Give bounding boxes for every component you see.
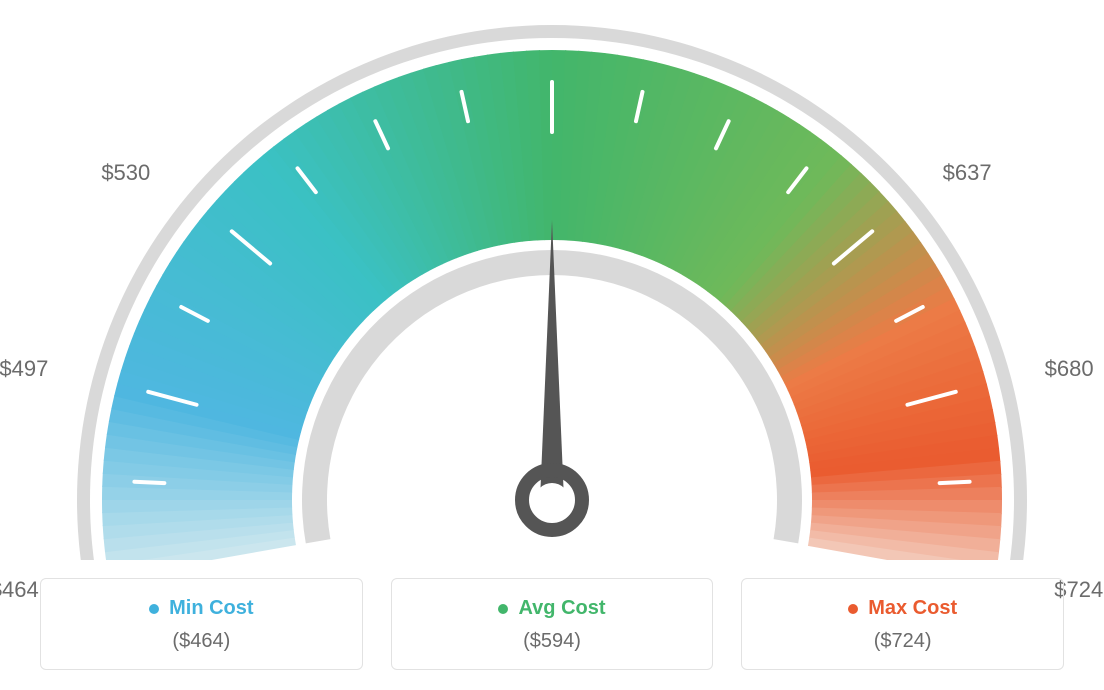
gauge-tick-label: $680 bbox=[1045, 356, 1094, 382]
legend-label-max: Max Cost bbox=[868, 597, 957, 620]
legend-title-max: Max Cost bbox=[848, 597, 957, 620]
legend-label-avg: Avg Cost bbox=[518, 597, 605, 620]
gauge-tick-label: $637 bbox=[943, 160, 992, 186]
legend-value-avg: ($594) bbox=[402, 630, 703, 653]
legend-row: Min Cost ($464) Avg Cost ($594) Max Cost… bbox=[40, 578, 1064, 670]
legend-title-min: Min Cost bbox=[149, 597, 253, 620]
legend-label-min: Min Cost bbox=[169, 597, 253, 620]
legend-dot-min bbox=[149, 604, 159, 614]
cost-gauge: $464$497$530$594$637$680$724 bbox=[0, 0, 1104, 560]
legend-dot-avg bbox=[498, 604, 508, 614]
gauge-svg bbox=[0, 0, 1104, 560]
legend-dot-max bbox=[848, 604, 858, 614]
legend-card-max: Max Cost ($724) bbox=[741, 578, 1064, 670]
legend-value-min: ($464) bbox=[51, 630, 352, 653]
gauge-tick-label: $464 bbox=[0, 577, 39, 603]
legend-title-avg: Avg Cost bbox=[498, 597, 605, 620]
legend-card-avg: Avg Cost ($594) bbox=[391, 578, 714, 670]
gauge-tick-label: $497 bbox=[0, 356, 48, 382]
legend-card-min: Min Cost ($464) bbox=[40, 578, 363, 670]
legend-value-max: ($724) bbox=[752, 630, 1053, 653]
gauge-tick-label: $530 bbox=[101, 160, 150, 186]
